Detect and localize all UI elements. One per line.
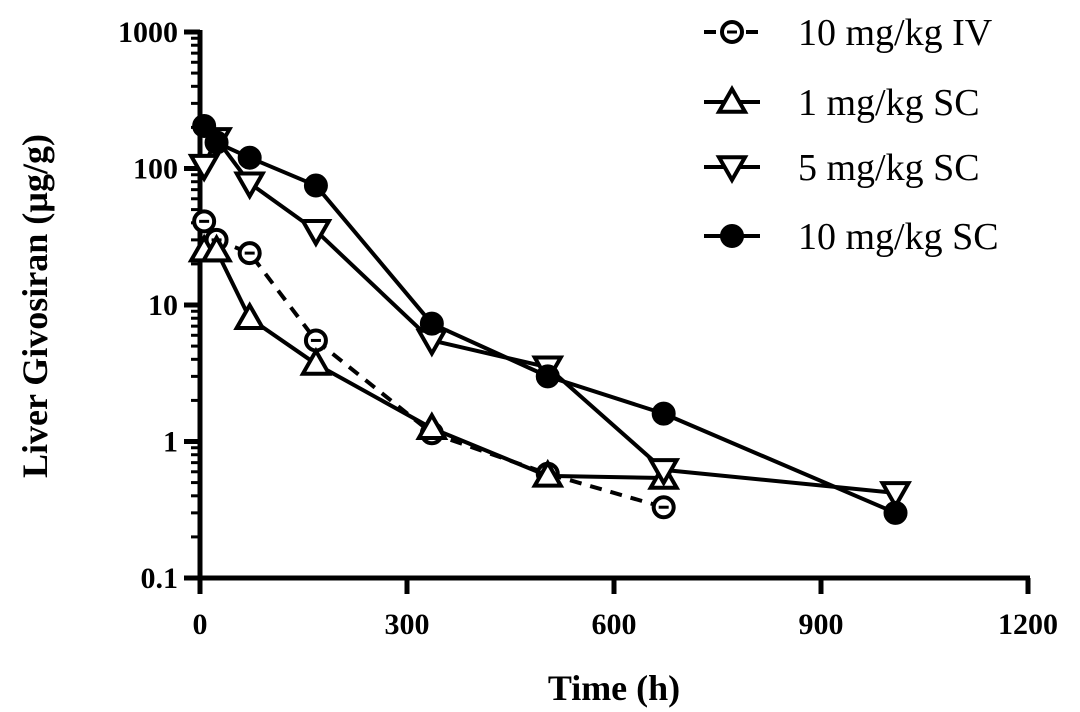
y-tick-label: 0.1 (141, 562, 179, 595)
legend-marker (715, 84, 749, 114)
x-tick-label: 1200 (998, 608, 1058, 641)
x-axis-title: Time (h) (548, 668, 680, 708)
data-point (187, 153, 221, 183)
legend-item-1: 1 mg/kg SC (704, 82, 980, 124)
data-point (883, 500, 908, 525)
axes: 0.1 1 10 100 1000 0 300 600 900 1200 (118, 16, 1058, 641)
data-point (531, 458, 565, 488)
y-tick-label: 10 (148, 289, 178, 322)
data-point (419, 311, 444, 336)
legend-item-3: 10 mg/kg SC (704, 216, 999, 258)
data-point (879, 481, 912, 510)
x-tick-label: 900 (799, 608, 844, 641)
x-tick-label: 300 (385, 608, 430, 641)
data-point (299, 218, 333, 248)
series-line (202, 220, 665, 510)
data-point (237, 145, 262, 170)
y-tick-label: 1000 (118, 16, 178, 49)
data-point (204, 130, 229, 155)
data-point (415, 411, 449, 441)
data-point (233, 171, 267, 201)
legend-label: 5 mg/kg SC (798, 147, 980, 189)
data-point (192, 113, 217, 138)
data-point (299, 346, 333, 376)
series-layer (187, 113, 912, 525)
data-point (535, 364, 560, 389)
data-point (651, 401, 676, 426)
legend-label: 10 mg/kg IV (798, 12, 993, 54)
series-3 (192, 113, 908, 525)
data-point (647, 458, 681, 487)
series-0 (192, 209, 676, 520)
legend-item-2: 5 mg/kg SC (704, 147, 980, 189)
legend-label: 1 mg/kg SC (798, 82, 980, 124)
data-point (200, 233, 234, 263)
y-tick-label: 1 (163, 426, 178, 459)
legend-label: 10 mg/kg SC (798, 216, 999, 258)
legend-item-0: 10 mg/kg IV (704, 12, 993, 54)
data-point (233, 301, 267, 330)
data-point (303, 173, 328, 198)
legend: 10 mg/kg IV 1 mg/kg SC 5 mg/kg SC 10 mg/kg … (704, 12, 999, 258)
series-1 (187, 233, 681, 490)
x-tick-label: 0 (193, 608, 208, 641)
legend-marker (715, 155, 749, 185)
x-tick-label: 600 (592, 608, 637, 641)
y-axis-title: Liver Givosiran (µg/g) (15, 134, 55, 478)
y-tick-label: 100 (133, 153, 178, 186)
legend-marker (720, 224, 744, 248)
